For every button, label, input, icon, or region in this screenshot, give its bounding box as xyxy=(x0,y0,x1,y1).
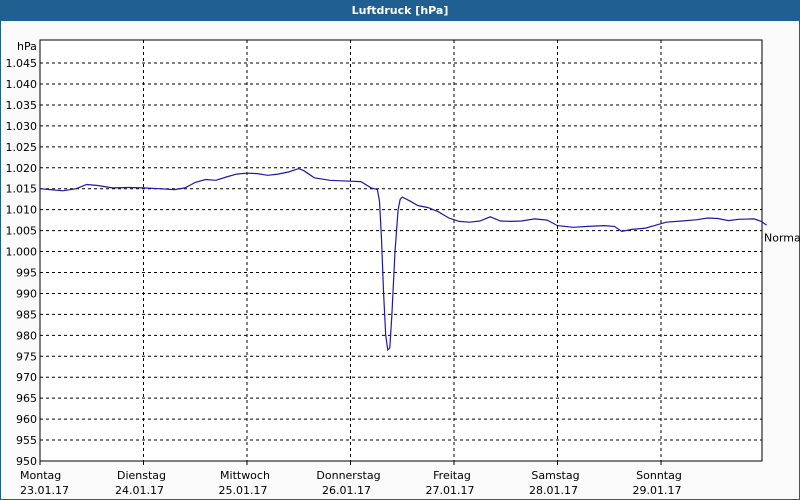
y-tick-label: 985 xyxy=(16,308,37,321)
pressure-series-line xyxy=(39,167,767,352)
x-tick-date-label: 23.01.17 xyxy=(20,484,69,497)
y-tick-label: 970 xyxy=(16,371,37,384)
x-tick-day-label: Montag xyxy=(20,469,61,482)
y-tick-label: 990 xyxy=(16,287,37,300)
x-tick-date-label: 29.01.17 xyxy=(633,484,682,497)
y-tick-label: 1.045 xyxy=(6,57,38,70)
y-tick-label: 995 xyxy=(16,266,37,279)
normal-reference-label: Normal xyxy=(764,232,800,245)
y-tick-label: 1.020 xyxy=(6,162,38,175)
x-tick-day-label: Freitag xyxy=(433,469,471,482)
y-tick-label: 950 xyxy=(16,455,37,468)
y-tick-label: 1.010 xyxy=(6,204,38,217)
x-tick-day-label: Dienstag xyxy=(117,469,166,482)
x-tick-date-label: 24.01.17 xyxy=(115,484,164,497)
y-axis-ticks: 950 955 960 965 970 975 980 985 990 995 1.000 1.005… xyxy=(6,57,38,468)
grid xyxy=(40,40,762,461)
y-tick-label: 1.040 xyxy=(6,78,38,91)
x-tick-day-label: Sonntag xyxy=(636,469,682,482)
y-tick-label: 975 xyxy=(16,350,37,363)
x-tick-date-label: 26.01.17 xyxy=(322,484,371,497)
x-tick-date-label: 25.01.17 xyxy=(219,484,268,497)
x-tick-date-label: 27.01.17 xyxy=(426,484,475,497)
x-tick-day-label: Samstag xyxy=(531,469,579,482)
y-tick-label: 1.035 xyxy=(6,99,38,112)
y-tick-label: 955 xyxy=(16,434,37,447)
y-tick-label: 965 xyxy=(16,392,37,405)
y-tick-label: 1.030 xyxy=(6,120,38,133)
x-tick-day-label: Donnerstag xyxy=(316,469,380,482)
y-tick-label: 1.005 xyxy=(6,225,38,238)
y-axis-unit-label: hPa xyxy=(17,40,37,53)
x-tick-date-label: 28.01.17 xyxy=(529,484,578,497)
y-tick-label: 980 xyxy=(16,329,37,342)
y-tick-label: 960 xyxy=(16,413,37,426)
x-axis-ticks: Montag 23.01.17 Dienstag 24.01.17 Mittwoch 25… xyxy=(20,461,682,497)
plot-area xyxy=(39,39,763,462)
x-tick-day-label: Mittwoch xyxy=(220,469,270,482)
window-title: Luftdruck [hPa] xyxy=(1,1,799,21)
y-tick-label: 1.025 xyxy=(6,141,38,154)
y-tick-label: 1.000 xyxy=(6,246,38,259)
y-tick-label: 1.015 xyxy=(6,183,38,196)
